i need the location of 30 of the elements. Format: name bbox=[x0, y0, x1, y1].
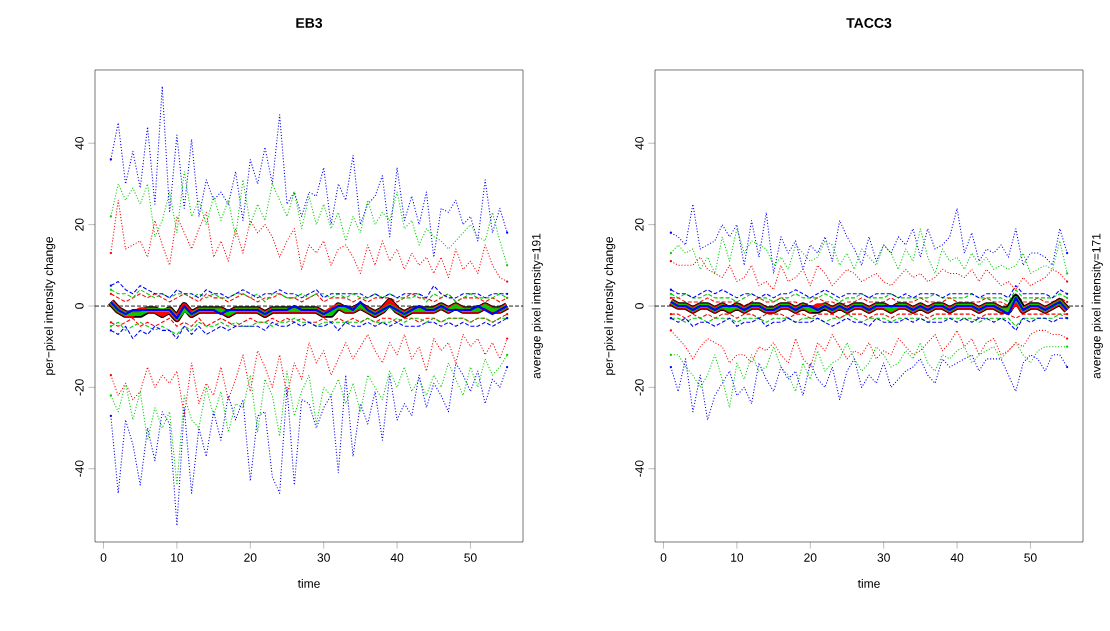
y-axis-title: per−pixel intensity change bbox=[44, 237, 56, 375]
x-tick-label: 20 bbox=[804, 553, 817, 562]
x-tick-label: 0 bbox=[660, 553, 667, 562]
y-axis-title: per−pixel intensity change bbox=[604, 237, 616, 375]
x-tick-label: 30 bbox=[877, 553, 890, 562]
y2-axis-title: average pixel intensity=171 bbox=[1091, 233, 1103, 379]
x-tick-label: 10 bbox=[171, 553, 184, 562]
x-tick-label: 40 bbox=[390, 553, 404, 562]
y-tick-label: 40 bbox=[635, 137, 644, 150]
x-tick-label: 10 bbox=[731, 553, 744, 562]
x-axis-title: time bbox=[297, 579, 320, 588]
x-tick-label: 50 bbox=[464, 553, 477, 562]
x-tick-label: 30 bbox=[317, 553, 330, 562]
y2-axis-title: average pixel intensity=191 bbox=[531, 233, 543, 379]
x-tick-label: 50 bbox=[1024, 553, 1037, 562]
y-tick-label: 40 bbox=[75, 137, 84, 150]
chart-title: EB3 bbox=[296, 18, 323, 28]
x-tick-label: 0 bbox=[100, 553, 107, 562]
x-tick-label: 20 bbox=[244, 553, 257, 562]
x-axis-title: time bbox=[857, 579, 880, 588]
x-tick-label: 40 bbox=[950, 553, 964, 562]
y-tick-label: -40 bbox=[75, 460, 84, 477]
y-tick-label: 20 bbox=[635, 218, 644, 231]
y-tick-label: 20 bbox=[75, 218, 84, 231]
y-tick-label: -20 bbox=[635, 379, 644, 396]
y-tick-label: -20 bbox=[75, 379, 84, 396]
y-tick-label: 0 bbox=[635, 303, 644, 309]
y-tick-label: 0 bbox=[75, 303, 84, 309]
chart-title: TACC3 bbox=[846, 18, 892, 28]
y-tick-label: -40 bbox=[635, 460, 644, 477]
